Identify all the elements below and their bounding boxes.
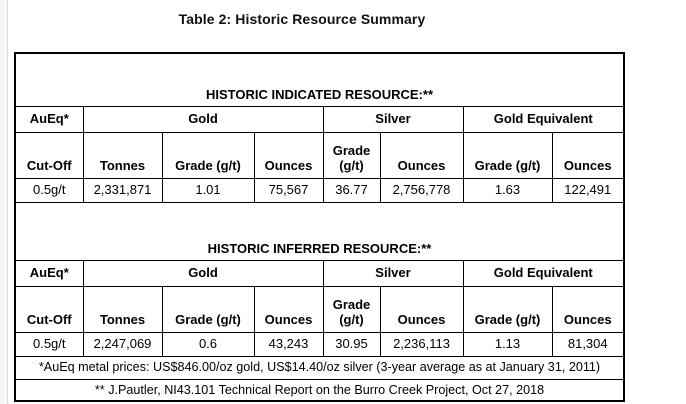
cell-gold-grade: 1.01 xyxy=(161,177,255,203)
group-header-gold: Gold xyxy=(82,259,324,287)
resource-summary-table-wrap: HISTORIC INDICATED RESOURCE:** AuEq* Gol… xyxy=(14,52,625,402)
table-title: Table 2: Historic Resource Summary xyxy=(178,11,426,27)
column-header-row: Cut-Off Tonnes Grade (g/t) Ounces Grade … xyxy=(14,285,625,333)
section-heading-row-inferred: HISTORIC INFERRED RESOURCE:** xyxy=(14,201,625,261)
footnote-technical-report: ** J.Pautler, NI43.101 Technical Report … xyxy=(14,378,625,402)
section-heading-indicated: HISTORIC INDICATED RESOURCE:** xyxy=(14,52,625,107)
group-header-aueq: AuEq* xyxy=(14,259,84,287)
cell-gold-grade: 0.6 xyxy=(161,331,255,357)
column-header-tonnes: Tonnes xyxy=(82,285,163,333)
data-row-inferred: 0.5g/t 2,247,069 0.6 43,243 30.95 2,236,… xyxy=(14,331,625,357)
column-header-silver-ounces: Ounces xyxy=(379,131,464,179)
data-row-indicated: 0.5g/t 2,331,871 1.01 75,567 36.77 2,756… xyxy=(14,177,625,203)
column-header-goldeq-grade: Grade (g/t) xyxy=(462,131,553,179)
cell-goldeq-ounces: 122,491 xyxy=(551,177,625,203)
group-header-row: AuEq* Gold Silver Gold Equivalent xyxy=(14,105,625,133)
cell-cutoff: 0.5g/t xyxy=(14,331,84,357)
cell-silver-grade: 30.95 xyxy=(322,331,381,357)
group-header-silver: Silver xyxy=(322,259,464,287)
cell-cutoff: 0.5g/t xyxy=(14,177,84,203)
cell-goldeq-ounces: 81,304 xyxy=(551,331,625,357)
footnote-row-prices: *AuEq metal prices: US$846.00/oz gold, U… xyxy=(14,355,625,380)
group-header-row: AuEq* Gold Silver Gold Equivalent xyxy=(14,259,625,287)
column-header-tonnes: Tonnes xyxy=(82,131,163,179)
column-header-silver-ounces: Ounces xyxy=(379,285,464,333)
section-heading-row-indicated: HISTORIC INDICATED RESOURCE:** xyxy=(14,52,625,107)
cell-gold-tonnes: 2,247,069 xyxy=(82,331,163,357)
page-left-edge xyxy=(0,0,8,404)
cell-silver-ounces: 2,236,113 xyxy=(379,331,464,357)
column-header-gold-ounces: Ounces xyxy=(253,285,324,333)
group-header-aueq: AuEq* xyxy=(14,105,84,133)
group-header-gold-equivalent: Gold Equivalent xyxy=(462,259,625,287)
column-header-cutoff: Cut-Off xyxy=(14,131,84,179)
footnote-metal-prices: *AuEq metal prices: US$846.00/oz gold, U… xyxy=(14,355,625,380)
cell-silver-grade: 36.77 xyxy=(322,177,381,203)
group-header-gold-equivalent: Gold Equivalent xyxy=(462,105,625,133)
column-header-silver-grade: Grade (g/t) xyxy=(322,285,381,333)
cell-silver-ounces: 2,756,778 xyxy=(379,177,464,203)
column-header-gold-grade: Grade (g/t) xyxy=(161,131,255,179)
cell-goldeq-grade: 1.13 xyxy=(462,331,553,357)
column-header-goldeq-ounces: Ounces xyxy=(551,131,625,179)
group-header-silver: Silver xyxy=(322,105,464,133)
column-header-gold-grade: Grade (g/t) xyxy=(161,285,255,333)
column-header-gold-ounces: Ounces xyxy=(253,131,324,179)
column-header-cutoff: Cut-Off xyxy=(14,285,84,333)
column-header-silver-grade: Grade (g/t) xyxy=(322,131,381,179)
footnote-row-reference: ** J.Pautler, NI43.101 Technical Report … xyxy=(14,378,625,402)
group-header-gold: Gold xyxy=(82,105,324,133)
column-header-goldeq-ounces: Ounces xyxy=(551,285,625,333)
cell-gold-tonnes: 2,331,871 xyxy=(82,177,163,203)
cell-goldeq-grade: 1.63 xyxy=(462,177,553,203)
section-heading-inferred: HISTORIC INFERRED RESOURCE:** xyxy=(14,201,625,261)
column-header-goldeq-grade: Grade (g/t) xyxy=(462,285,553,333)
resource-summary-table: HISTORIC INDICATED RESOURCE:** AuEq* Gol… xyxy=(14,52,625,402)
cell-gold-ounces: 75,567 xyxy=(253,177,324,203)
cell-gold-ounces: 43,243 xyxy=(253,331,324,357)
column-header-row: Cut-Off Tonnes Grade (g/t) Ounces Grade … xyxy=(14,131,625,179)
